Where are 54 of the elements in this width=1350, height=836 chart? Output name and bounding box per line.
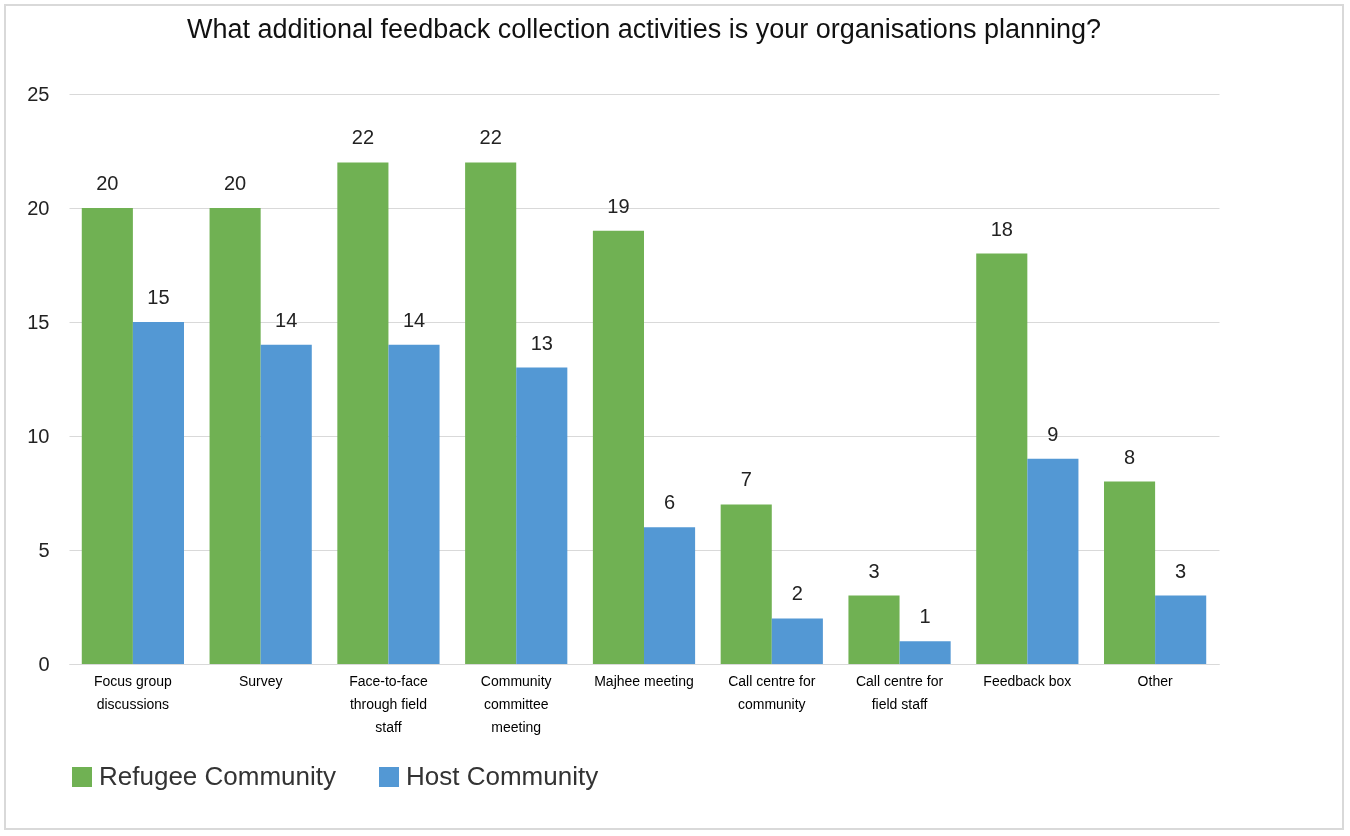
bar (771, 618, 823, 664)
data-label: 2 (791, 582, 803, 605)
data-label: 13 (530, 331, 553, 354)
data-label: 1 (919, 605, 931, 628)
data-label: 20 (96, 172, 119, 194)
bar (209, 208, 261, 664)
y-tick-label: 0 (38, 652, 50, 675)
x-tick-label: Focus group discussions (93, 672, 173, 712)
x-tick-label: Call centre for field staff (855, 672, 944, 712)
bar (1104, 481, 1156, 664)
y-tick-label: 15 (27, 310, 50, 333)
x-tick-label: Community committee meeting (480, 672, 552, 735)
bar (260, 344, 312, 664)
y-tick-label: 20 (27, 196, 50, 219)
bar (1027, 458, 1079, 664)
bar (81, 208, 133, 664)
x-tick-label: Feedback box (983, 672, 1072, 689)
data-label: 14 (275, 308, 298, 331)
data-label: 8 (1123, 445, 1136, 468)
bar (976, 253, 1028, 664)
bar (720, 504, 772, 664)
chart-title: What additional feedback collection activities is your organisations planning? (186, 14, 1102, 44)
x-tick-label: Other (1137, 672, 1173, 689)
x-tick-label: Survey (238, 672, 283, 689)
bar (388, 344, 440, 664)
data-label: 6 (663, 491, 676, 514)
data-label: 22 (351, 126, 375, 149)
data-label: 20 (223, 172, 247, 194)
legend-label: Refugee Community (99, 761, 336, 791)
data-label: 18 (990, 217, 1013, 240)
x-tick-label: Face-to-face through field staff (349, 672, 428, 735)
y-tick-label: 25 (27, 82, 50, 105)
y-tick-label: 10 (27, 424, 50, 447)
data-label: 3 (868, 559, 880, 582)
x-tick-label: Majhee meeting (594, 672, 694, 689)
data-label: 19 (607, 194, 630, 217)
x-tick-label: Call centre for community (728, 672, 816, 712)
y-tick-label: 5 (38, 538, 50, 561)
data-label: 7 (740, 468, 752, 491)
bar (132, 322, 184, 664)
bar (848, 595, 900, 664)
bar (516, 367, 568, 664)
bar (337, 162, 389, 664)
data-label: 15 (147, 286, 170, 308)
bar (899, 641, 951, 664)
bar (644, 527, 696, 664)
data-label: 14 (402, 308, 426, 331)
data-label: 22 (479, 126, 502, 149)
data-label: 9 (1047, 422, 1059, 445)
bar (592, 230, 644, 664)
data-label: 3 (1175, 559, 1187, 582)
legend-label: Host Community (406, 761, 599, 791)
bar (1155, 595, 1207, 664)
bar (465, 162, 517, 664)
